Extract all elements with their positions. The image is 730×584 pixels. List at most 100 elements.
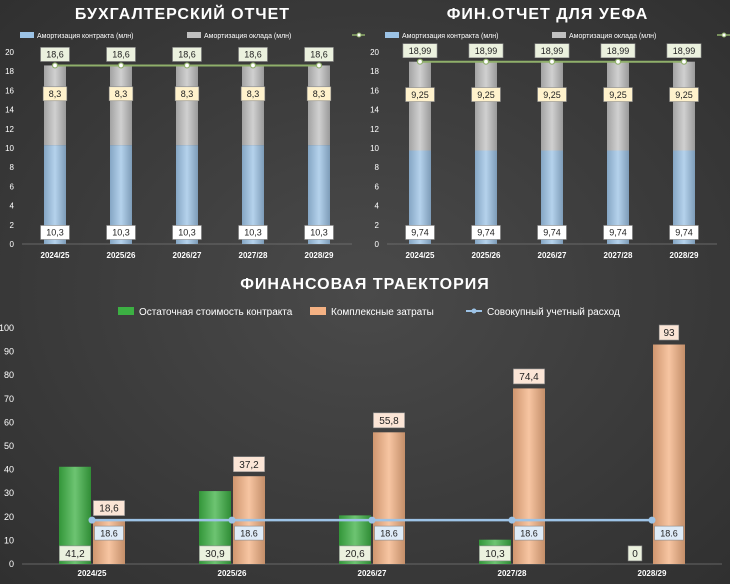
accounting-label-salary-3-box xyxy=(240,86,266,102)
uefa-label-total-4-box xyxy=(666,43,702,58)
uefa-total-point-4 xyxy=(680,58,688,65)
uefa-label-salary-3-box xyxy=(603,87,633,102)
trajectory-label-complex-2-box xyxy=(373,412,405,429)
accounting-label-contract-2-box xyxy=(172,225,202,240)
accounting-label-salary-4-box xyxy=(306,86,332,102)
accounting-total-point-4 xyxy=(315,62,323,69)
trajectory-ytick-3: 30 xyxy=(4,488,14,498)
trajectory-label-complex-3-box xyxy=(513,368,545,385)
uefa-label-contract-0-box xyxy=(405,225,435,240)
uefa-label-salary-2: 9,25 xyxy=(543,90,561,100)
uefa-bar-salary-3 xyxy=(607,61,629,151)
trajectory-ytick-1: 10 xyxy=(4,535,14,545)
uefa-label-salary-0: 9,25 xyxy=(411,90,429,100)
trajectory-label-complex-4-box xyxy=(658,324,680,341)
trajectory-label-cumulative-3: 18.6 xyxy=(520,528,538,538)
accounting-label-salary-0: 8,3 xyxy=(49,89,62,99)
accounting-bar-salary-2 xyxy=(176,65,198,146)
accounting-label-total-2: 18,6 xyxy=(178,50,196,60)
accounting-legend-marker-2 xyxy=(356,32,362,38)
accounting-bar-contract-2 xyxy=(176,145,198,244)
trajectory-label-complex-0: 18,6 xyxy=(99,504,119,515)
uefa-bar-contract-0 xyxy=(409,150,431,244)
uefa-legend-swatch-1 xyxy=(552,32,566,38)
accounting-ytick-7: 14 xyxy=(5,106,14,115)
accounting-bar-salary-4 xyxy=(308,65,330,146)
trajectory-ytick-6: 60 xyxy=(4,417,14,427)
accounting-bar-salary-3 xyxy=(242,65,264,146)
trajectory-label-residual-1-box xyxy=(199,545,231,562)
uefa-label-total-1-box xyxy=(468,43,504,58)
trajectory-legend-marker-2 xyxy=(471,308,477,314)
accounting-bar-contract-3 xyxy=(242,145,264,244)
uefa-ytick-4: 8 xyxy=(375,163,380,172)
trajectory-cumulative-point-3 xyxy=(508,516,516,524)
trajectory-label-residual-2-box xyxy=(339,545,371,562)
trajectory-legend: Остаточная стоимость контракта Комплексны… xyxy=(118,307,620,318)
accounting-chart: Амортизация контракта (млн) Амортизация о… xyxy=(5,32,365,260)
trajectory-xtick-2: 2026/27 xyxy=(358,569,387,578)
trajectory-label-complex-1: 37,2 xyxy=(239,460,259,471)
uefa-label-total-3: 18,99 xyxy=(607,46,630,56)
accounting-xtick-3: 2027/28 xyxy=(239,251,268,260)
uefa-xtick-3: 2027/28 xyxy=(604,251,633,260)
uefa-label-contract-1: 9,74 xyxy=(477,228,495,238)
accounting-legend-label-1: Амортизация оклада (млн) xyxy=(204,33,291,40)
accounting-xtick-1: 2025/26 xyxy=(107,251,136,260)
uefa-ytick-1: 2 xyxy=(375,221,380,230)
uefa-label-salary-2-box xyxy=(537,87,567,102)
trajectory-label-residual-0: 41,2 xyxy=(65,549,85,560)
trajectory-legend-swatch-0 xyxy=(118,307,134,315)
accounting-legend-swatch-1 xyxy=(187,32,201,38)
uefa-legend-label-0: Амортизация контракта (млн) xyxy=(402,33,498,40)
uefa-legend-marker-2 xyxy=(721,32,727,38)
trajectory-label-cumulative-4: 18.6 xyxy=(660,528,678,538)
accounting-bar-salary-0 xyxy=(44,65,66,146)
trajectory-label-complex-3: 74,4 xyxy=(519,372,539,383)
accounting-label-total-4-box xyxy=(304,47,334,62)
accounting-label-salary-2: 8,3 xyxy=(181,89,194,99)
trajectory-label-cumulative-2-box xyxy=(374,525,404,541)
accounting-label-total-3-box xyxy=(238,47,268,62)
accounting-label-contract-2: 10,3 xyxy=(178,228,196,238)
accounting-legend: Амортизация контракта (млн) Амортизация о… xyxy=(20,32,365,40)
accounting-total-point-2 xyxy=(183,62,191,69)
accounting-ytick-9: 18 xyxy=(5,67,14,76)
uefa-legend-swatch-0 xyxy=(385,32,399,38)
trajectory-cumulative-point-4 xyxy=(648,516,656,524)
trajectory-xtick-4: 2028/29 xyxy=(638,569,667,578)
accounting-label-total-2-box xyxy=(172,47,202,62)
uefa-label-contract-0: 9,74 xyxy=(411,228,429,238)
uefa-panel: ФИН.ОТЧЕТ ДЛЯ УЕФА Амортизация контракта… xyxy=(365,0,730,268)
uefa-bar-salary-0 xyxy=(409,61,431,151)
trajectory-label-complex-1-box xyxy=(233,456,265,473)
trajectory-label-residual-3: 10,3 xyxy=(485,549,505,560)
uefa-ytick-8: 16 xyxy=(370,86,379,95)
accounting-label-total-0-box xyxy=(40,47,70,62)
accounting-label-total-1: 18,6 xyxy=(112,50,130,60)
accounting-total-point-0 xyxy=(51,62,59,69)
uefa-bar-contract-3 xyxy=(607,150,629,244)
accounting-total-point-3 xyxy=(249,62,257,69)
trajectory-label-complex-4: 93 xyxy=(663,328,675,339)
trajectory-bar-complex-2 xyxy=(373,432,405,564)
uefa-total-point-2 xyxy=(548,58,556,65)
accounting-label-contract-1: 10,3 xyxy=(112,228,130,238)
uefa-legend-label-1: Амортизация оклада (млн) xyxy=(569,33,656,40)
uefa-bar-contract-1 xyxy=(475,150,497,244)
trajectory-legend-label-0: Остаточная стоимость контракта xyxy=(139,307,293,318)
accounting-label-salary-3: 8,3 xyxy=(247,89,260,99)
uefa-ytick-9: 18 xyxy=(370,67,379,76)
accounting-ytick-0: 0 xyxy=(10,240,15,249)
uefa-label-total-2-box xyxy=(534,43,570,58)
uefa-xtick-2: 2026/27 xyxy=(538,251,567,260)
uefa-total-point-1 xyxy=(482,58,490,65)
uefa-label-total-2: 18,99 xyxy=(541,46,564,56)
trajectory-label-residual-1: 30,9 xyxy=(205,549,225,560)
uefa-label-salary-0-box xyxy=(405,87,435,102)
uefa-bar-salary-1 xyxy=(475,61,497,151)
trajectory-label-residual-3-box xyxy=(479,545,511,562)
trajectory-ytick-4: 40 xyxy=(4,465,14,475)
accounting-label-contract-3: 10,3 xyxy=(244,228,262,238)
